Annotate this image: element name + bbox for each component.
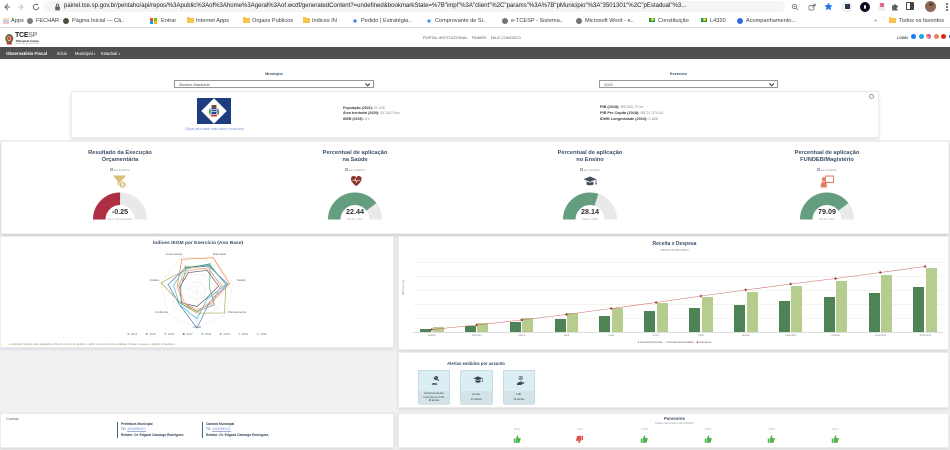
svg-text:$: $ <box>519 376 521 380</box>
svg-text:$: $ <box>121 182 124 188</box>
